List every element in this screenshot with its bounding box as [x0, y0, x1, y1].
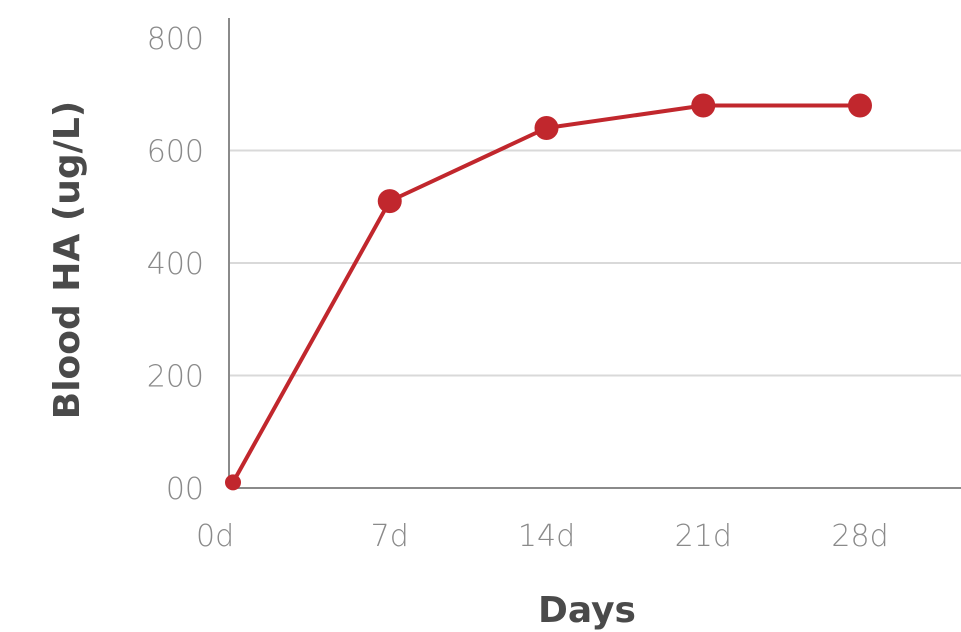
y-tick-label: 200: [147, 360, 204, 395]
axes: [228, 18, 961, 489]
y-axis-title: Blood HA (ug/L): [47, 101, 88, 419]
x-tick-label: 0d: [196, 519, 234, 554]
y-tick-label: 400: [147, 247, 204, 282]
x-tick-label: 7d: [371, 519, 409, 554]
data-point-14d: [534, 116, 559, 140]
y-tick-label: 800: [147, 22, 204, 57]
x-axis-title: Days: [538, 590, 636, 631]
x-tick-label: 28d: [831, 519, 888, 554]
y-tick-label: 600: [147, 135, 204, 170]
x-tick-label: 21d: [675, 519, 732, 554]
data-point-7d: [377, 189, 402, 214]
data-point-28d: [848, 93, 872, 118]
data-point-0d: [225, 474, 241, 491]
x-tick-label: 14d: [518, 519, 575, 554]
series: [225, 93, 872, 491]
y-tick-label: 00: [166, 472, 204, 507]
data-point-21d: [691, 93, 716, 118]
y-tick-labels: 00 200 400 600 800: [147, 22, 204, 507]
series-line: [231, 103, 860, 484]
x-tick-labels: 0d 7d 14d 21d 28d: [196, 519, 889, 554]
gridlines: [229, 149, 961, 377]
